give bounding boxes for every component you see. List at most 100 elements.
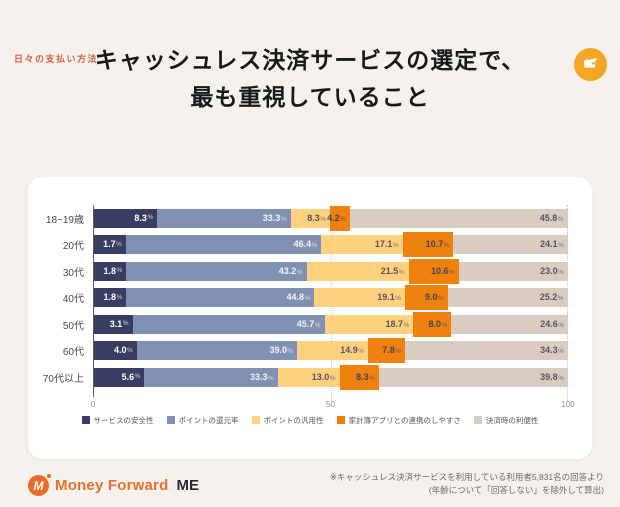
segment-value-label: 46.4% xyxy=(293,239,318,249)
segment-value-label: 25.2% xyxy=(539,292,564,302)
segment-value-label: 1.8% xyxy=(101,261,127,281)
bar-row: 70代以上 5.6% 33.3% 13.0% 8.3% 39.8% xyxy=(43,364,568,391)
bar-segment: 8.3% xyxy=(93,208,158,228)
logo-suffix: ME xyxy=(176,477,199,494)
legend-label: サービスの安全性 xyxy=(93,415,154,425)
bar-segment: 24.1% xyxy=(453,235,568,255)
category-label: 60代 xyxy=(62,347,84,359)
segment-value-label: 19.1% xyxy=(377,292,402,302)
bar-segment: 8.3% xyxy=(290,208,331,228)
gridline xyxy=(567,205,568,401)
page-title: キャッシュレス決済サービスの選定で、 最も重視していること xyxy=(0,42,620,116)
segment-value-label: 10.7% xyxy=(425,239,450,249)
legend-item: 家計簿アプリとの連携のしやすさ xyxy=(336,415,461,426)
segment-value-label: 8.3% xyxy=(307,212,327,223)
segment-value-label: 1.7% xyxy=(101,235,126,255)
bar-segment: 19.1% xyxy=(314,288,406,308)
bar-segment: 46.4% xyxy=(101,235,322,255)
bar-segment: 24.6% xyxy=(451,314,568,334)
bar-segment: 1.7% xyxy=(93,235,126,255)
segment-value-label: 4.2% xyxy=(327,212,346,223)
segment-value-label: 39.8% xyxy=(540,371,564,382)
legend-swatch-icon xyxy=(336,416,345,424)
segment-value-label: 7.8% xyxy=(382,345,402,355)
money-forward-logo-icon: M xyxy=(28,474,51,496)
segment-value-label: 13.0% xyxy=(311,371,336,382)
bar-row: 20代 1.7% 46.4% 17.1% 10.7% 24.1% xyxy=(63,232,568,259)
segment-value-label: 14.9% xyxy=(340,345,365,355)
segment-value-label: 44.8% xyxy=(286,292,311,302)
bar-segment: 8.3% xyxy=(339,364,379,390)
bar-segment: 21.5% xyxy=(306,261,409,281)
bar-segment: 14.9% xyxy=(297,341,369,361)
category-label: 18~19歳 xyxy=(45,214,84,226)
bar-segment: 8.0% xyxy=(413,311,452,337)
bar-segment: 33.3% xyxy=(119,367,278,387)
footnote-line1: ※キャッシュレス決済サービスを利用している利用者5,831名の回答より xyxy=(329,471,604,482)
segment-value-label: 3.1% xyxy=(107,314,133,334)
segment-value-label: 45.8% xyxy=(539,212,564,223)
footnote: ※キャッシュレス決済サービスを利用している利用者5,831名の回答より (年齢に… xyxy=(330,471,604,498)
segment-value-label: 24.1% xyxy=(540,239,564,249)
stacked-bar-chart: 18~19歳 8.3% 33.3% 8.3% 4.2% 45.8% 20代 1.7% 46.4%… xyxy=(43,205,575,413)
bar-row: 60代 4.0% 39.0% 14.9% 7.8% 34.3% xyxy=(63,338,568,365)
chart-rows: 18~19歳 8.3% 33.3% 8.3% 4.2% 45.8% 20代 1.7% 46.4%… xyxy=(43,205,568,391)
eyebrow-label: 日々の支払い方法 xyxy=(14,54,99,64)
bar-segment: 10.6% xyxy=(408,258,459,284)
page-title-line2: 最も重視していること xyxy=(190,84,430,110)
bar-segment: 39.0% xyxy=(112,341,298,361)
bar-segment: 23.0% xyxy=(458,261,568,281)
legend-item: 決済時の利便性 xyxy=(473,415,539,426)
bar-row: 30代 1.8% 43.2% 21.5% 10.6% 23.0% xyxy=(63,258,568,285)
bar-row: 18~19歳 8.3% 33.3% 8.3% 4.2% 45.8% xyxy=(46,205,568,232)
bar-segment: 7.8% xyxy=(368,338,406,364)
money-forward-logo: M Money Forward ME xyxy=(28,474,199,496)
category-label: 20代 xyxy=(62,241,84,253)
footnote-line2: (年齢について「回答しない」を除外して算出) xyxy=(428,485,604,496)
bar-segment: 18.7% xyxy=(324,314,414,334)
segment-value-label: 8.3% xyxy=(132,208,158,228)
bar-segment: 1.8% xyxy=(93,261,127,281)
bar-row: 40代 1.8% 44.8% 19.1% 9.0% 25.2% xyxy=(63,285,568,312)
segment-value-label: 8.3% xyxy=(356,371,375,382)
bar-segment: 10.7% xyxy=(402,232,454,258)
bar-segment: 43.2% xyxy=(101,261,307,281)
bar-segment: 39.8% xyxy=(378,367,568,387)
wallet-icon xyxy=(581,53,600,77)
y-axis-line xyxy=(93,205,94,397)
category-label: 70代以上 xyxy=(42,373,84,385)
legend-swatch-icon xyxy=(166,416,175,424)
x-axis-ticks: 0 50 100 xyxy=(90,391,575,413)
legend-label: ポイントの還元率 xyxy=(178,415,239,425)
segment-value-label: 23.0% xyxy=(540,265,564,276)
legend-item: ポイントの還元率 xyxy=(166,415,239,426)
legend-label: 家計簿アプリとの連携のしやすさ xyxy=(348,415,461,425)
chart-card: 18~19歳 8.3% 33.3% 8.3% 4.2% 45.8% 20代 1.7% 46.4%… xyxy=(28,177,592,459)
wallet-badge xyxy=(574,48,607,81)
segment-value-label: 10.6% xyxy=(431,265,455,276)
x-tick-label: 0 xyxy=(90,399,96,409)
segment-value-label: 39.0% xyxy=(269,345,294,355)
segment-value-label: 1.8% xyxy=(101,288,127,308)
bar-segment: 44.8% xyxy=(101,288,315,308)
segment-value-label: 8.0% xyxy=(428,318,448,329)
bar-segment: 1.8% xyxy=(93,288,127,308)
legend-item: ポイントの汎用性 xyxy=(251,415,324,426)
segment-value-label: 34.3% xyxy=(540,345,564,355)
legend-label: ポイントの汎用性 xyxy=(263,415,324,425)
segment-value-label: 18.7% xyxy=(385,318,410,329)
legend-swatch-icon xyxy=(473,416,482,424)
segment-value-label: 45.7% xyxy=(296,318,321,329)
category-label: 50代 xyxy=(62,320,84,332)
bar-segment: 4.0% xyxy=(93,341,137,361)
bar-segment: 9.0% xyxy=(405,285,448,311)
legend-label: 決済時の利便性 xyxy=(485,415,539,425)
legend-swatch-icon xyxy=(251,416,260,424)
chart-legend: サービスの安全性 ポイントの還元率 ポイントの汎用性 家計簿アプリとの連携のしやすさ 決… xyxy=(28,415,592,426)
page-title-line1: キャッシュレス決済サービスの選定で、 xyxy=(94,47,526,73)
bar-segment: 13.0% xyxy=(277,367,340,387)
bar-row: 50代 3.1% 45.7% 18.7% 8.0% 24.6% xyxy=(63,311,568,338)
bar-segment: 34.3% xyxy=(405,341,568,361)
segment-value-label: 33.3% xyxy=(262,212,287,223)
logo-name: Money Forward xyxy=(55,477,169,494)
